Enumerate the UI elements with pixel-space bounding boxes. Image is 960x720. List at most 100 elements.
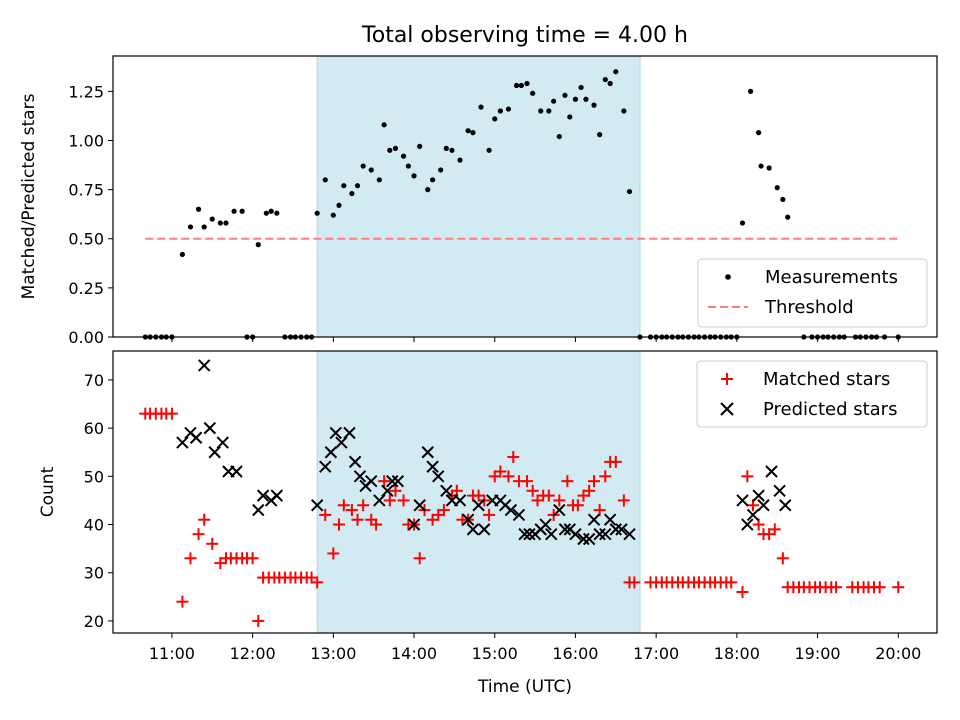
matched-stars-point bbox=[370, 518, 383, 531]
predicted-stars-point bbox=[256, 489, 270, 502]
measurements-point bbox=[756, 130, 762, 136]
predicted-stars-point bbox=[523, 527, 536, 541]
predicted-stars-point bbox=[773, 484, 786, 498]
matched-stars-point bbox=[437, 504, 450, 517]
measurements-point bbox=[465, 128, 471, 134]
predicted-stars-point bbox=[472, 499, 485, 512]
matched-stars-point bbox=[628, 576, 641, 589]
measurements-point bbox=[381, 122, 387, 128]
predicted-stars-point bbox=[189, 431, 203, 444]
top-y-axis-label: Matched/Predicted stars bbox=[19, 93, 39, 299]
predicted-stars-point bbox=[381, 484, 394, 498]
measurements-point bbox=[538, 108, 544, 114]
matched-stars-point bbox=[768, 523, 781, 536]
predicted-stars-point bbox=[558, 523, 572, 536]
predicted-stars-point bbox=[252, 503, 265, 517]
matched-stars-point bbox=[332, 518, 345, 531]
measurements-point bbox=[530, 90, 536, 96]
measurements-point bbox=[274, 210, 280, 216]
predicted-stars-point bbox=[440, 484, 453, 498]
measurements-point bbox=[360, 163, 366, 169]
measurements-point bbox=[330, 212, 336, 218]
measurements-point bbox=[429, 177, 436, 183]
matched-stars-point bbox=[583, 484, 596, 497]
matched-stars-point bbox=[741, 470, 754, 483]
measurements-point bbox=[513, 82, 520, 89]
matched-stars-point bbox=[483, 508, 496, 521]
measurements-point bbox=[739, 220, 746, 226]
measurements-point bbox=[179, 251, 186, 258]
matched-stars-point bbox=[526, 484, 539, 497]
measurements-point bbox=[597, 132, 603, 138]
measurements-point bbox=[478, 104, 484, 110]
predicted-stars-point bbox=[779, 499, 792, 512]
predicted-stars-point bbox=[391, 474, 405, 488]
legend-threshold-label: Threshold bbox=[764, 297, 854, 318]
matched-stars-point bbox=[599, 470, 612, 483]
predicted-stars-point bbox=[343, 426, 356, 440]
predicted-stars-point bbox=[216, 436, 229, 449]
chart-title: Total observing time = 4.00 h bbox=[361, 23, 688, 48]
matched-stars-point bbox=[252, 614, 265, 627]
predicted-stars-point bbox=[208, 446, 221, 459]
measurements-point bbox=[239, 208, 245, 214]
x-axis-label: Time (UTC) bbox=[477, 677, 572, 697]
measurements-point bbox=[524, 80, 530, 87]
measurements-point bbox=[572, 96, 579, 102]
measurements-point bbox=[392, 145, 399, 151]
measurements-point bbox=[400, 153, 407, 159]
predicted-stars-point bbox=[599, 527, 612, 541]
predicted-stars-point bbox=[478, 523, 491, 536]
predicted-stars-point bbox=[466, 523, 480, 536]
x-tick-label: 16:00 bbox=[552, 644, 598, 663]
measurements-point bbox=[405, 163, 411, 169]
legend-matched-label: Matched stars bbox=[763, 369, 890, 390]
matched-stars-point bbox=[502, 470, 515, 483]
legend-measurements-label: Measurements bbox=[765, 267, 898, 288]
measurements-point bbox=[607, 80, 613, 87]
predicted-stars-point bbox=[407, 518, 421, 531]
matched-stars-point bbox=[351, 513, 364, 526]
predicted-stars-point bbox=[203, 421, 217, 435]
top-y-tick-label: 1.25 bbox=[68, 82, 104, 101]
matched-stars-point bbox=[319, 508, 332, 521]
legend-predicted-label: Predicted stars bbox=[763, 399, 897, 420]
bottom-y-tick-label: 20 bbox=[84, 612, 104, 631]
measurements-point bbox=[780, 196, 786, 203]
legend-matched-marker bbox=[721, 373, 733, 385]
matched-stars-point bbox=[184, 552, 197, 565]
matched-stars-point bbox=[345, 504, 358, 517]
predicted-stars-point bbox=[504, 503, 518, 517]
predicted-stars-point bbox=[461, 513, 475, 526]
predicted-stars-point bbox=[270, 489, 284, 502]
x-tick-label: 18:00 bbox=[714, 644, 760, 663]
measurements-point bbox=[758, 163, 764, 169]
measurements-point bbox=[518, 82, 524, 89]
top-y-tick-label: 0.50 bbox=[68, 230, 104, 249]
matched-stars-point bbox=[413, 552, 426, 565]
predicted-stars-point bbox=[319, 460, 332, 473]
top-y-tick-label: 1.00 bbox=[68, 131, 104, 150]
matched-stars-point bbox=[736, 586, 749, 599]
predicted-stars-point bbox=[426, 460, 439, 473]
measurements-point bbox=[602, 76, 608, 83]
measurements-point bbox=[551, 98, 557, 104]
matched-stars-point bbox=[246, 552, 259, 565]
top-panel: 0.00 0.25 0.50 0.75 1.00 1.25 Matched/Predict… bbox=[19, 55, 938, 347]
measurements-point bbox=[322, 177, 328, 183]
predicted-stars-point bbox=[569, 527, 582, 541]
x-tick-label: 17:00 bbox=[633, 644, 679, 663]
matched-stars-point bbox=[830, 581, 843, 594]
measurements-point bbox=[449, 147, 455, 153]
predicted-stars-point bbox=[545, 527, 558, 541]
predicted-stars-point bbox=[593, 527, 606, 541]
measurements-point bbox=[349, 190, 355, 197]
measurements-point bbox=[470, 130, 476, 136]
measurements-point bbox=[457, 157, 463, 163]
matched-stars-point bbox=[494, 465, 507, 478]
predicted-stars-point bbox=[335, 436, 348, 449]
matched-stars-point bbox=[397, 494, 410, 507]
measurements-point bbox=[263, 210, 269, 216]
x-tick-label: 15:00 bbox=[472, 644, 518, 663]
bottom-legend: Matched stars Predicted stars bbox=[696, 360, 928, 428]
